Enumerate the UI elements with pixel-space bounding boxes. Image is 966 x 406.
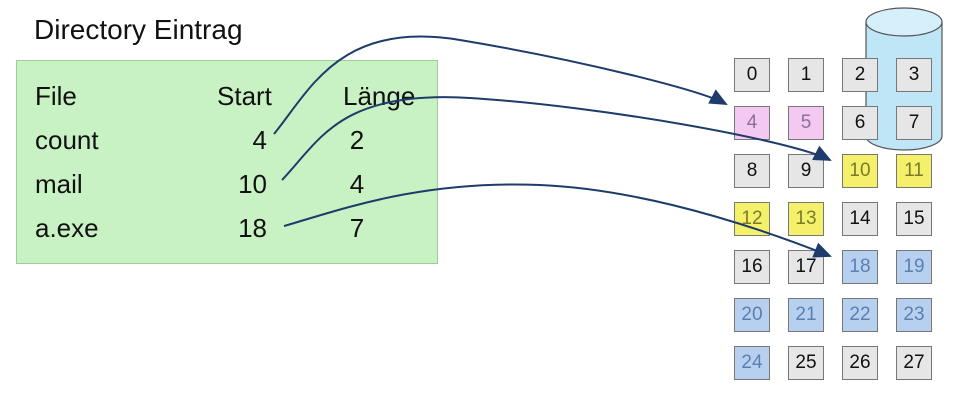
disk-block: 3 (896, 58, 932, 92)
disk-block: 25 (788, 346, 824, 380)
disk-block: 23 (896, 298, 932, 332)
disk-block: 10 (842, 154, 878, 188)
disk-block: 7 (896, 106, 932, 140)
entry-length: 2 (349, 125, 365, 155)
disk-block: 20 (734, 298, 770, 332)
disk-block: 6 (842, 106, 878, 140)
disk-block: 2 (842, 58, 878, 92)
diagram-title: Directory Eintrag (34, 14, 243, 45)
disk-block: 11 (896, 154, 932, 188)
disk-block: 0 (734, 58, 770, 92)
entry-length: 4 (349, 169, 365, 199)
disk-block: 13 (788, 202, 824, 236)
disk-block: 24 (734, 346, 770, 380)
disk-block: 9 (788, 154, 824, 188)
disk-block: 5 (788, 106, 824, 140)
arrow-mail (281, 96, 832, 181)
disk-block: 12 (734, 202, 770, 236)
entry-start: 4 (252, 125, 267, 155)
disk-block: 26 (842, 346, 878, 380)
entry-file: mail (35, 169, 83, 199)
entry-start: 10 (238, 169, 267, 199)
arrow-a-exe (283, 183, 832, 258)
disk-block: 21 (788, 298, 824, 332)
header-length: Länge (343, 81, 416, 111)
disk-block: 27 (896, 346, 932, 380)
entry-length: 7 (349, 213, 365, 243)
disk-block: 14 (842, 202, 878, 236)
entry-file: count (35, 125, 99, 155)
disk-block: 15 (896, 202, 932, 236)
directory-entry-table: File Start Länge count 4 2 mail 10 4 a.e… (16, 60, 438, 264)
header-file: File (35, 81, 77, 111)
header-start: Start (217, 81, 272, 111)
disk-block: 16 (734, 250, 770, 284)
disk-block: 8 (734, 154, 770, 188)
entry-file: a.exe (35, 213, 99, 243)
disk-block: 22 (842, 298, 878, 332)
entry-start: 18 (238, 213, 267, 243)
arrow-count (273, 35, 728, 135)
disk-block: 1 (788, 58, 824, 92)
disk-block: 18 (842, 250, 878, 284)
disk-block: 19 (896, 250, 932, 284)
